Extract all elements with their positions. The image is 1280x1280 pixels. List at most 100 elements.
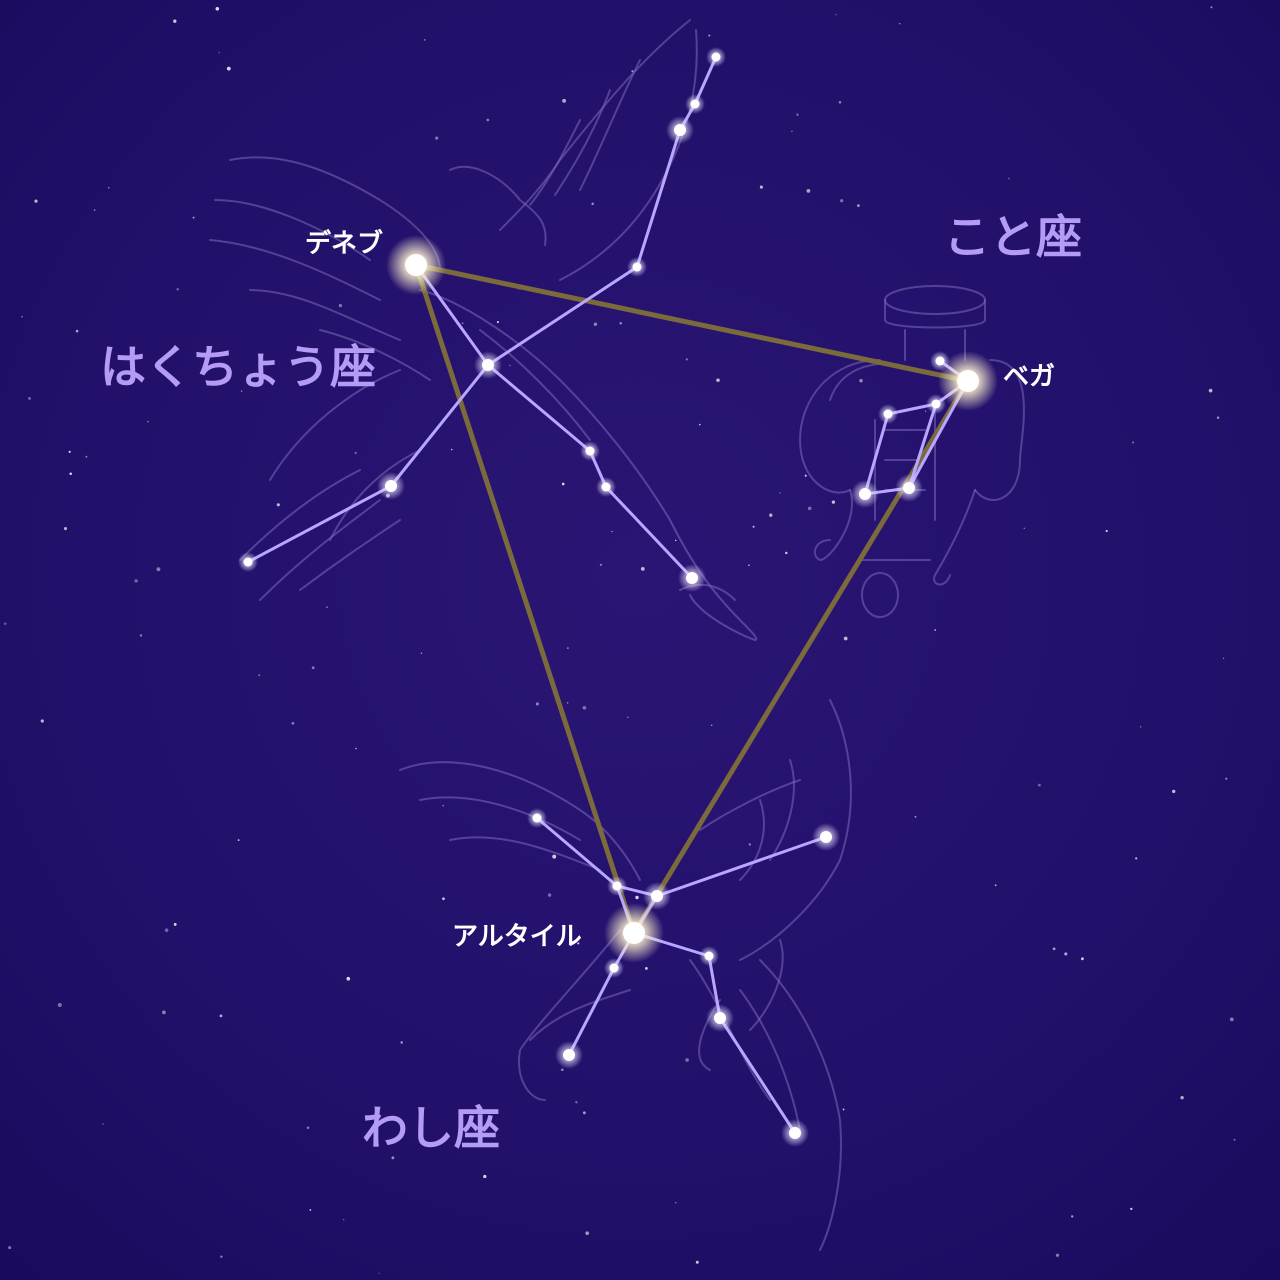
star [604,958,624,978]
background-star [575,1100,578,1104]
background-star [156,567,161,572]
background-star [1139,726,1142,728]
background-star [547,893,552,897]
star [643,882,671,910]
background-star [593,322,598,326]
background-star [752,525,755,528]
background-star [804,474,807,477]
background-star [582,1111,586,1115]
background-star [63,527,68,531]
background-star [442,897,445,901]
star [781,1119,809,1147]
background-star [1225,777,1228,780]
background-star [173,19,177,23]
background-star [716,378,720,382]
background-star [435,136,439,140]
background-star [1180,1096,1184,1100]
triangle-edge-deneb-vega [413,262,971,384]
background-star [577,942,580,945]
background-star [450,448,453,451]
background-star [857,204,860,207]
star [706,1004,734,1032]
star [596,477,616,497]
star [580,441,600,461]
background-star [102,1123,104,1125]
background-star [631,70,634,73]
background-star [1171,789,1176,794]
background-star [3,622,7,625]
background-star [21,315,23,318]
background-star [1135,857,1138,860]
background-star [779,492,781,494]
background-star [176,288,179,291]
constellation-line [635,128,682,269]
constellation-line [604,485,694,580]
background-star [796,113,799,116]
vega-star [938,351,998,411]
background-star [1023,527,1026,530]
background-star [759,185,763,189]
constellation-line [389,363,490,488]
background-star [535,702,539,706]
star [238,552,258,572]
star [377,472,405,500]
background-star [192,216,195,219]
constellation-line [718,1016,797,1135]
background-star [619,322,622,325]
star [607,876,627,896]
background-star [1229,1017,1234,1022]
background-star [355,747,357,750]
background-star [934,629,937,631]
star [527,808,547,828]
background-star [486,118,490,122]
background-star [1105,529,1108,533]
background-star [1081,957,1084,961]
background-star [562,98,567,103]
background-star [75,329,79,333]
background-star [924,410,927,412]
star [926,394,946,414]
background-star [1132,441,1135,444]
background-star [806,189,811,193]
background-star [859,378,863,383]
background-star [748,564,750,566]
background-star [28,396,31,400]
background-star [635,895,639,900]
star [474,351,502,379]
background-star [134,579,138,583]
background-star [567,647,569,649]
background-star [695,1260,699,1264]
background-star [748,843,752,846]
background-star [1064,952,1068,956]
constellation-line [246,484,393,564]
background-star [461,322,464,325]
background-star [226,66,231,71]
background-star [1208,388,1213,393]
star [851,480,879,508]
background-star [585,1231,590,1236]
background-star [420,652,423,654]
background-star [162,1010,166,1015]
background-star [258,674,261,677]
background-star [698,423,701,426]
background-star [710,724,713,727]
background-star [306,1126,310,1130]
background-star [354,451,357,454]
background-star [1052,947,1056,951]
background-star [509,364,511,366]
deneb-star [386,235,446,295]
background-star [552,854,557,859]
background-star [240,390,243,392]
background-star [1058,230,1061,233]
triangle-edge-altair-deneb [413,262,637,936]
background-star [582,705,587,710]
background-star [807,506,812,511]
background-star [685,1058,689,1062]
star [878,404,898,424]
background-star [785,551,788,555]
background-star [674,1202,677,1204]
lyra-label: こと座 [944,210,1082,264]
background-star [338,303,343,308]
background-star [1233,1138,1236,1141]
